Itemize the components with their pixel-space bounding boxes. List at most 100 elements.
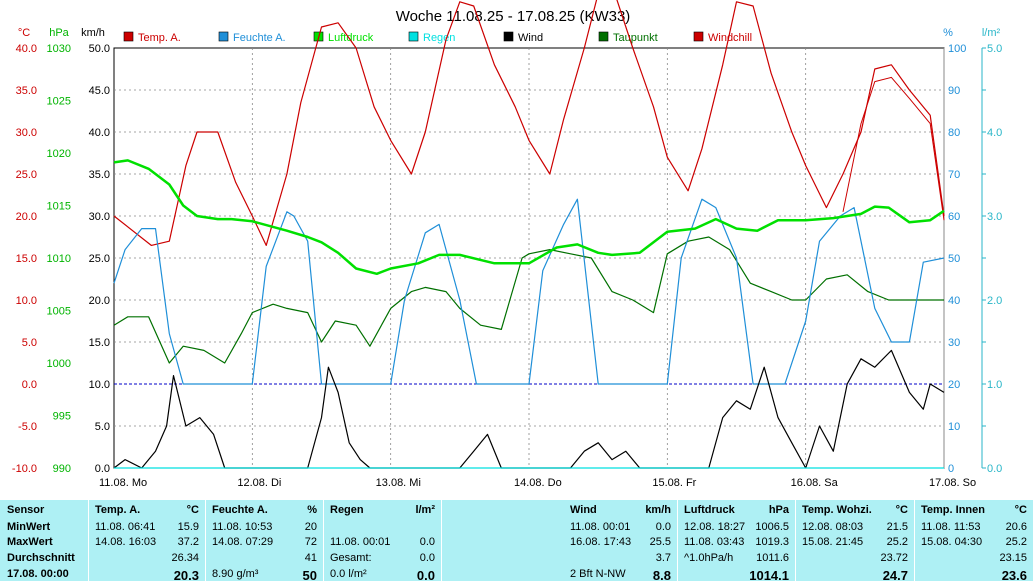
stats-col-col3: Feuchte A.% 11.08. 10:53 20 14.08. 07:29 72 4…	[206, 500, 323, 581]
stats-value: 1014.1	[749, 568, 789, 581]
stats-cell: 11.08. 06:41	[95, 521, 156, 533]
series-lines	[113, 0, 945, 469]
temp-tick-label: 0.0	[22, 379, 37, 391]
weather-chart: Woche 11.08.25 - 17.08.25 (KW33) °C hPa km…	[12, 0, 1002, 489]
stats-value: 25.2	[1005, 536, 1027, 548]
stats-unit: °C	[895, 504, 908, 516]
legend-item: Luftdruck	[328, 32, 374, 44]
stats-value: 8.8	[652, 568, 671, 581]
stats-header: Temp. Wohzi.	[802, 504, 872, 516]
stats-cell: 11.08. 00:01	[570, 521, 631, 533]
legend-item: Regen	[423, 32, 455, 44]
stats-value: 41	[304, 552, 317, 564]
stats-value: 0.0	[655, 521, 671, 533]
temp-tick-label: 20.0	[16, 211, 37, 223]
wind-tick-label: 30.0	[89, 211, 110, 223]
stats-row-label: 17.08. 00:00	[7, 568, 69, 580]
stats-cell: ^1.0hPa/h	[684, 552, 734, 564]
wind-tick-label: 40.0	[89, 127, 110, 139]
stats-value: 23.15	[999, 552, 1027, 564]
stats-unit: km/h	[645, 504, 671, 516]
stats-unit: hPa	[768, 504, 789, 516]
pressure-tick-label: 1000	[47, 358, 71, 370]
rain-tick-label: 2.0	[987, 295, 1002, 307]
wind-tick-label: 20.0	[89, 295, 110, 307]
stats-col-col4: Regen l/m² 11.08. 00:01 0.0 Gesamt: 0.0 0.0 l/…	[324, 500, 441, 581]
stats-cell: 12.08. 18:27	[684, 521, 746, 533]
stats-value: 50	[302, 568, 317, 581]
pressure-tick-label: 1005	[47, 306, 71, 318]
stats-row-label: MaxWert	[7, 536, 53, 548]
stats-cell: Gesamt:	[330, 552, 372, 564]
stats-header: Regen	[330, 504, 364, 516]
y-axes: 40.0 35.0 30.0 25.0 20.0 15.0 10.0 5.0 0.0 -5.0 -1…	[12, 43, 1002, 475]
stats-unit: l/m²	[415, 504, 435, 516]
series-taupunkt	[113, 236, 944, 364]
humidity-tick-label: 60	[948, 211, 960, 223]
rain-tick-label: 1.0	[987, 379, 1002, 391]
x-axis: 11.08. Mo 12.08. Di 13.08. Mi 14.08. Do 15.0…	[99, 477, 976, 489]
statistics-panel: Sensor MinWert MaxWert Durchschnitt 17.0…	[0, 500, 1033, 581]
legend-swatch	[693, 31, 704, 42]
pressure-tick-label: 990	[53, 463, 71, 475]
stats-col-col5: Wind km/h 11.08. 00:01 0.0 16.08. 17:43 25.5 3…	[442, 500, 677, 581]
stats-value: 1011.6	[756, 552, 789, 564]
stats-value: 26.34	[171, 552, 199, 564]
pressure-tick-label: 1010	[47, 253, 71, 265]
wind-tick-label: 15.0	[89, 337, 110, 349]
x-tick-label: 17.08. So	[929, 477, 976, 489]
wind-tick-label: 45.0	[89, 85, 110, 97]
temp-tick-label: 40.0	[16, 43, 37, 55]
stats-row-label: MinWert	[7, 521, 51, 533]
stats-col-col7: Temp. Wohzi. °C 12.08. 08:03 21.5 15.08. 21:…	[796, 500, 914, 581]
legend: Temp. A. Feuchte A. Luftdruck Regen Wind Taup…	[123, 31, 752, 44]
pressure-tick-label: 995	[53, 411, 71, 423]
legend-swatch	[123, 31, 134, 42]
rain-tick-label: 4.0	[987, 127, 1002, 139]
stats-cell: 11.08. 03:43	[684, 536, 745, 548]
stats-header: Luftdruck	[684, 504, 735, 516]
stats-cell: 15.08. 04:30	[921, 536, 983, 548]
stats-cell: 16.08. 17:43	[570, 536, 632, 548]
grid	[113, 47, 945, 469]
stats-value: 37.2	[177, 536, 199, 548]
humidity-tick-label: 100	[948, 43, 966, 55]
stats-unit: °C	[186, 504, 199, 516]
legend-item: Feuchte A.	[233, 32, 286, 44]
stats-header: Sensor	[7, 504, 45, 516]
wind-tick-label: 50.0	[89, 43, 110, 55]
series-temp-a	[113, 0, 945, 246]
unit-rain: l/m²	[982, 27, 1001, 39]
stats-col-col6: Luftdruck hPa 12.08. 18:27 1006.5 11.08. 03:…	[678, 500, 795, 581]
stats-value: 0.0	[416, 568, 435, 581]
stats-value: 15.9	[177, 521, 199, 533]
pressure-tick-label: 1015	[47, 201, 71, 213]
x-tick-label: 15.08. Fr	[652, 477, 696, 489]
rain-tick-label: 0.0	[987, 463, 1002, 475]
stats-header: Temp. Innen	[921, 504, 985, 516]
unit-humidity: %	[943, 27, 953, 39]
stats-col-col2: Temp. A. °C 11.08. 06:41 15.9 14.08. 16:03 37…	[89, 500, 205, 581]
humidity-tick-label: 10	[948, 421, 960, 433]
stats-cell: 11.08. 10:53	[212, 521, 273, 533]
stats-cell: 12.08. 08:03	[802, 521, 864, 533]
x-tick-label: 16.08. Sa	[791, 477, 839, 489]
wind-tick-label: 25.0	[89, 253, 110, 265]
humidity-tick-label: 20	[948, 379, 960, 391]
temp-tick-label: 30.0	[16, 127, 37, 139]
pressure-tick-label: 1020	[47, 148, 71, 160]
series-feuchte-a	[113, 198, 945, 385]
pressure-tick-label: 1025	[47, 96, 71, 108]
unit-temp: °C	[18, 27, 30, 39]
humidity-tick-label: 30	[948, 337, 960, 349]
legend-item: Taupunkt	[613, 32, 658, 44]
stats-cell: 14.08. 07:29	[212, 536, 274, 548]
stats-value: 1006.5	[755, 521, 789, 533]
stats-value: 1019.3	[755, 536, 789, 548]
humidity-tick-label: 80	[948, 127, 960, 139]
legend-swatch	[218, 31, 229, 42]
stats-value: 21.5	[886, 521, 908, 533]
legend-swatch	[598, 31, 609, 42]
stats-value: 72	[304, 536, 317, 548]
stats-value: 0.0	[419, 536, 435, 548]
